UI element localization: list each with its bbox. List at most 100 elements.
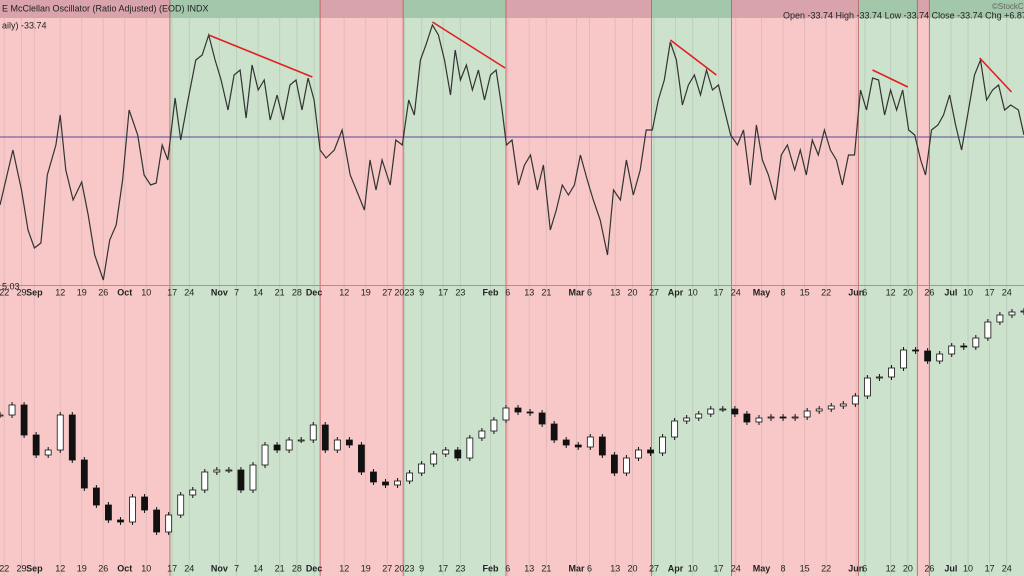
candle-body — [261, 444, 269, 466]
x-tick-label: 7 — [234, 287, 239, 297]
marks — [0, 21, 1024, 535]
candle-body — [44, 449, 52, 456]
region-band — [169, 286, 321, 576]
candle-body — [635, 449, 642, 459]
region-band — [505, 286, 652, 576]
candle-body — [370, 471, 377, 483]
chart-title: E McClellan Oscillator (Ratio Adjusted) … — [2, 3, 209, 13]
x-tick-label: 10 — [963, 563, 973, 573]
x-tick-label: 17 — [438, 287, 448, 297]
region-band — [731, 286, 859, 576]
x-tick-label: 9 — [419, 287, 424, 297]
x-tick-label: 17 — [167, 287, 177, 297]
candle-body — [647, 449, 654, 454]
x-tick-label: 19 — [361, 563, 371, 573]
candle-body — [213, 469, 221, 473]
candle-body — [466, 437, 474, 459]
region-band — [917, 286, 930, 576]
candle-body — [755, 417, 763, 423]
candle-body — [382, 481, 389, 486]
x-tick-label: 20 — [627, 287, 637, 297]
candle-body — [0, 414, 4, 417]
x-tick-label: 21 — [275, 563, 285, 573]
x-tick-label: 12 — [55, 287, 65, 297]
candle-body — [827, 405, 835, 410]
region-header — [929, 0, 1024, 18]
candle-body — [936, 353, 944, 362]
x-tick-label: 26 — [98, 287, 108, 297]
x-tick-label: 24 — [1002, 563, 1012, 573]
x-tick-label: Feb — [482, 563, 499, 573]
region-header — [731, 0, 859, 18]
candle-body — [586, 436, 594, 448]
divergence-line — [979, 57, 1013, 93]
x-tick-label: 10 — [963, 287, 973, 297]
region-band — [929, 0, 1024, 285]
region-header — [917, 0, 930, 18]
x-tick-label: 23 — [455, 563, 465, 573]
x-tick-label: May — [753, 287, 771, 297]
region-band — [929, 286, 1024, 576]
candle-body — [201, 471, 209, 491]
candle-body — [623, 457, 630, 474]
region-header — [651, 0, 732, 18]
candle-body — [984, 321, 992, 339]
candle-body — [321, 424, 329, 451]
x-tick-label: 2023 — [394, 563, 414, 573]
x-tick-label: 27 — [382, 287, 392, 297]
x-tick-label: 17 — [167, 563, 177, 573]
x-tick-label: Apr — [668, 563, 684, 573]
region-header — [403, 0, 506, 18]
candle-body — [960, 345, 968, 348]
candle-body — [273, 444, 281, 451]
x-tick-label: Oct — [117, 563, 132, 573]
candle-body — [924, 350, 932, 362]
candle-body — [538, 412, 546, 425]
x-tick-label: 17 — [714, 287, 724, 297]
candle-body — [309, 424, 317, 441]
candle-body — [779, 416, 787, 419]
price-panel-label: 5.03 — [2, 281, 20, 291]
x-tick-label: 26 — [924, 563, 934, 573]
candle-body — [731, 408, 739, 415]
candle-body — [863, 377, 871, 397]
divergence-line — [872, 69, 909, 88]
x-tick-label: 20 — [903, 287, 913, 297]
candle-body — [514, 407, 522, 413]
candle-body — [912, 349, 919, 352]
region-band — [858, 286, 918, 576]
x-tick-label: 19 — [77, 287, 87, 297]
candle-body — [803, 410, 811, 418]
candle-body — [189, 489, 197, 496]
region-header — [320, 0, 404, 18]
candle-body — [80, 459, 88, 489]
candle-body — [815, 408, 823, 412]
x-tick-label: 7 — [234, 563, 239, 573]
candle-body — [707, 408, 715, 415]
x-tick-label: 9 — [419, 563, 424, 573]
x-tick-label: Mar — [569, 287, 586, 297]
x-tick-label: 17 — [438, 563, 448, 573]
divergence-line — [208, 34, 313, 78]
candle-body — [562, 439, 570, 446]
x-tick-label: 27 — [649, 287, 659, 297]
candle-body — [237, 469, 245, 491]
x-tick-label: 24 — [731, 287, 741, 297]
grid — [3, 18, 1008, 576]
region-band — [320, 286, 404, 576]
region-band — [403, 286, 506, 576]
candle-body — [598, 436, 606, 456]
region-band — [0, 0, 170, 285]
region-header — [505, 0, 652, 18]
x-tick-label: Nov — [211, 287, 228, 297]
region-band — [651, 286, 732, 576]
region-band — [917, 0, 930, 285]
candle-body — [394, 480, 401, 486]
candle-body — [719, 408, 727, 411]
x-tick-label: 22 — [821, 563, 831, 573]
candle-body — [442, 449, 450, 455]
x-tick-label: 15 — [800, 287, 810, 297]
